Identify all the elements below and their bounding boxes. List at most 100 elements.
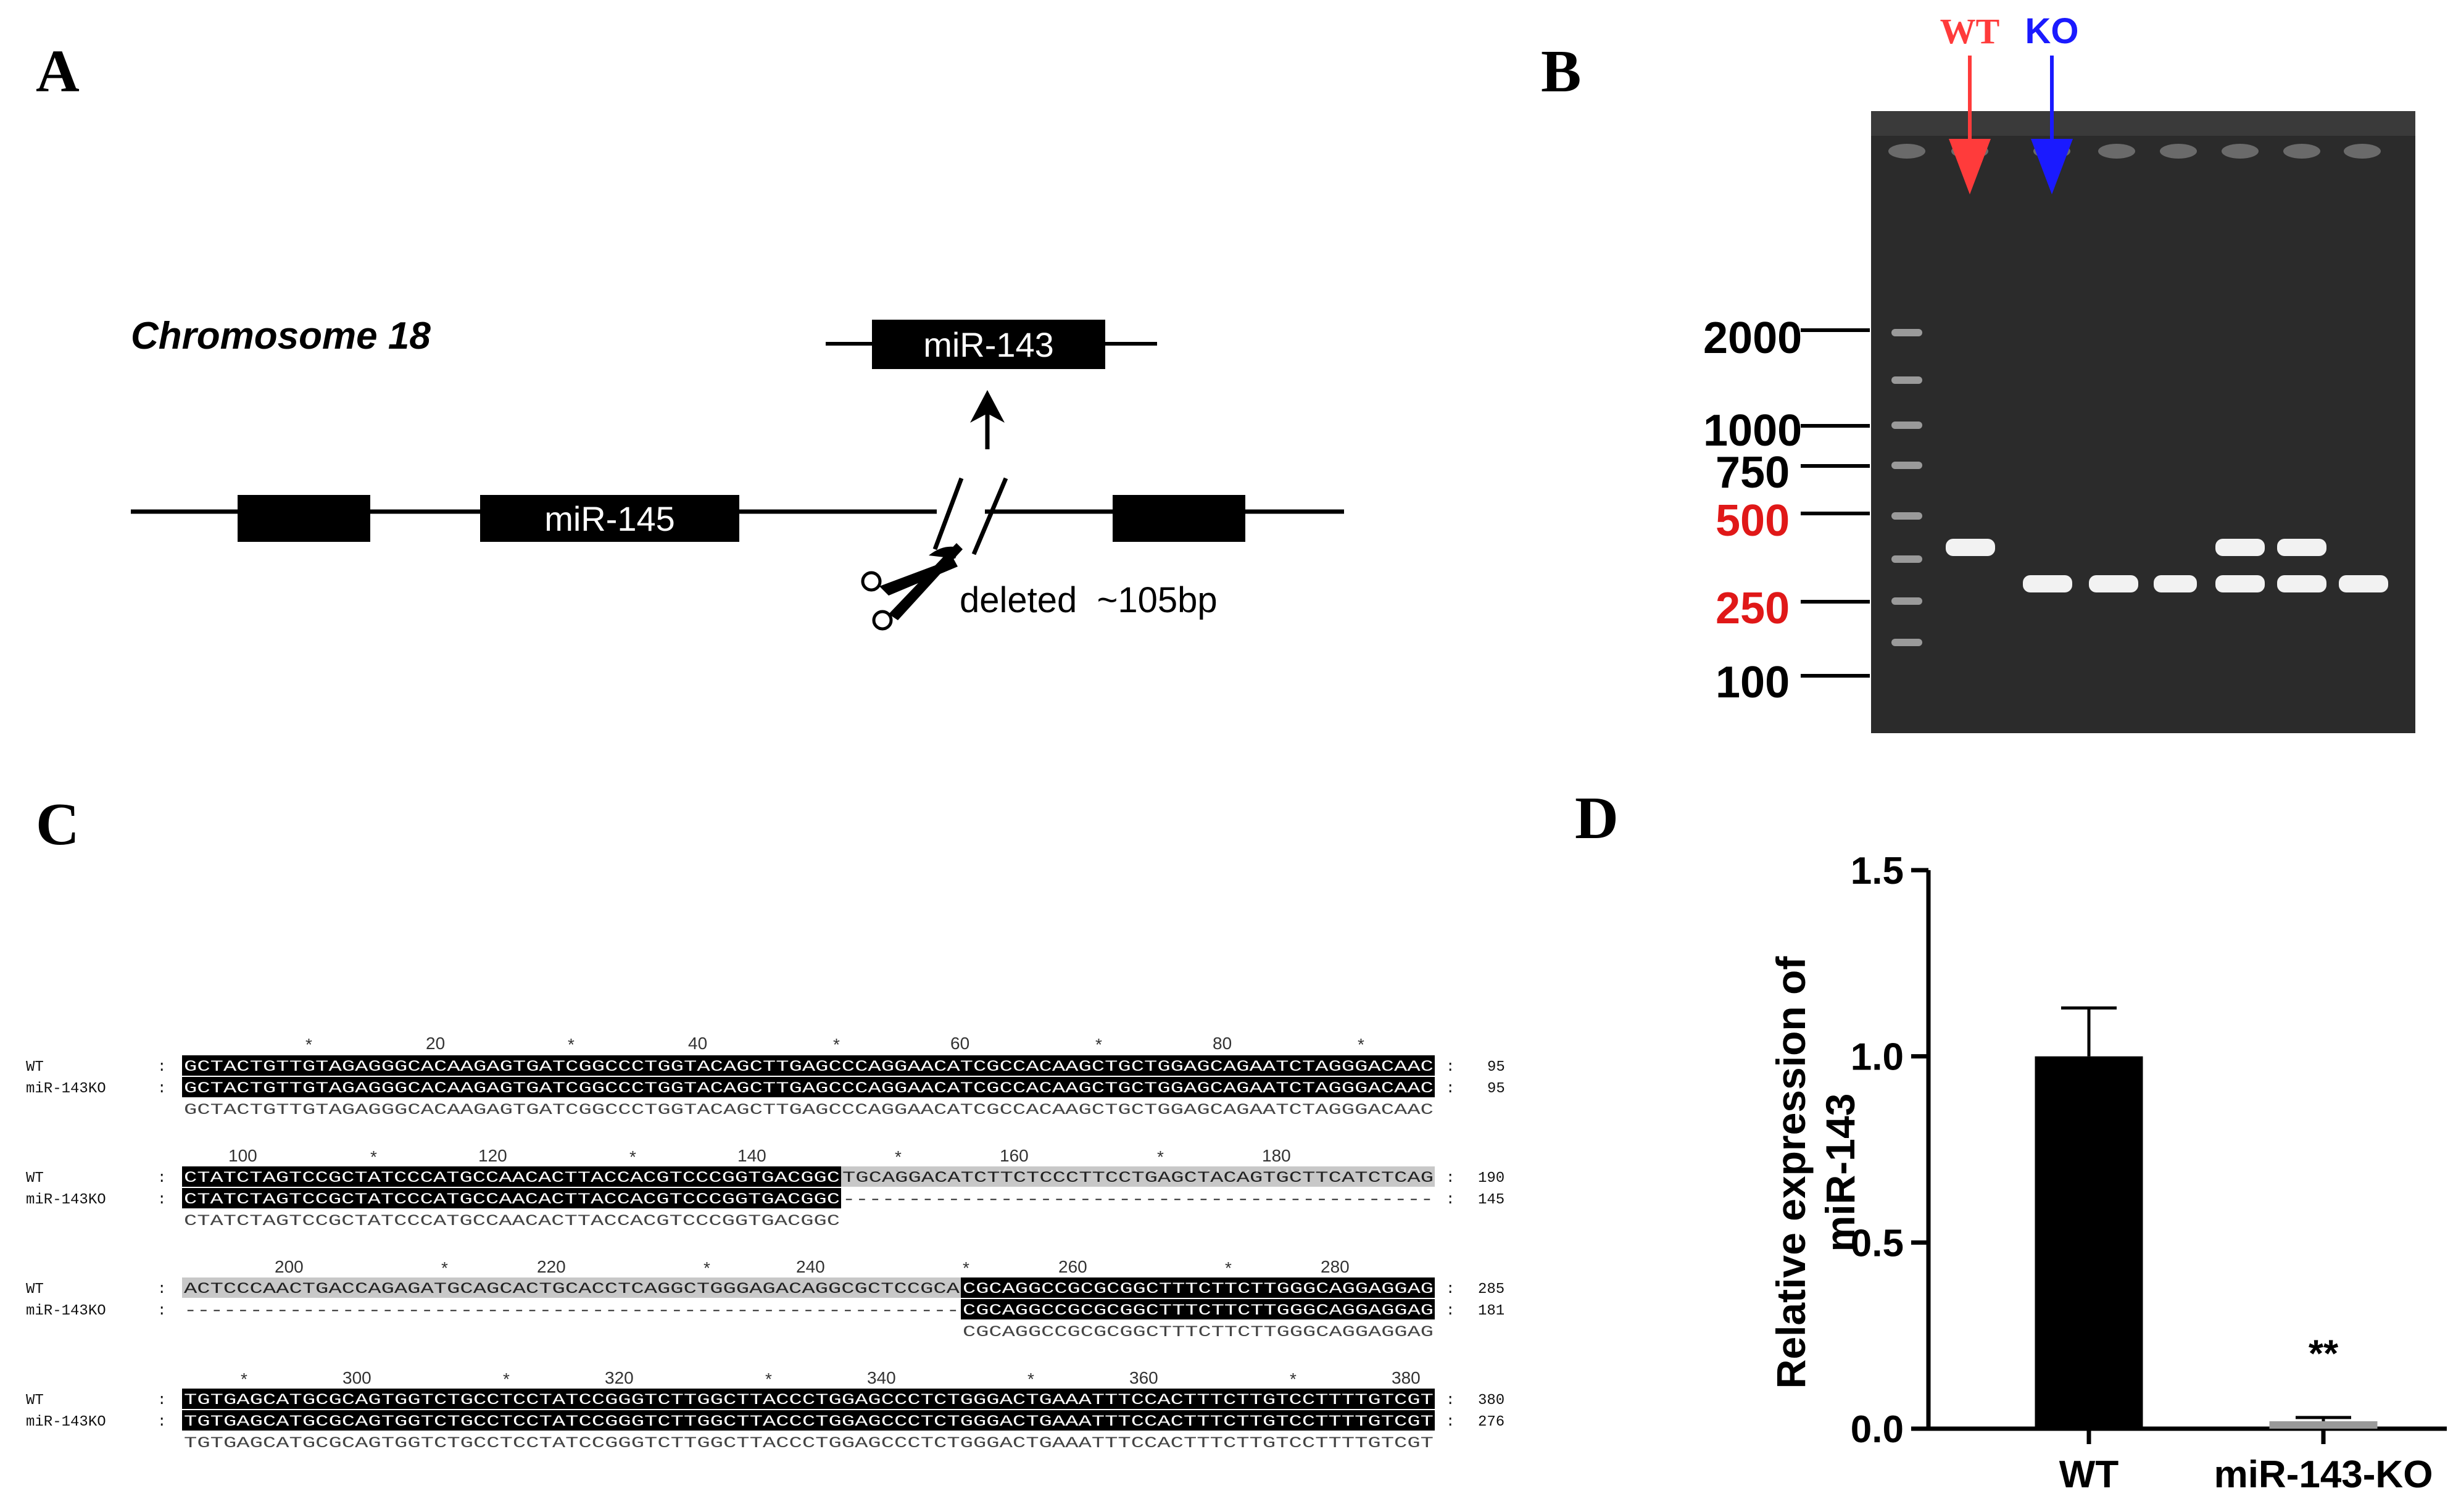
svg-text:*: *: [1225, 1258, 1232, 1277]
y-axis-label: Relative expression of miR-143: [1768, 956, 1863, 1389]
ruler-tick: 40: [688, 1034, 707, 1053]
svg-text:*: *: [305, 1035, 312, 1054]
alignment-block-2: 100 * 120 * 140 * 160 * 180 WT : CTATCTA…: [26, 1146, 1504, 1230]
seq-sep: :: [1446, 1081, 1455, 1097]
svg-text:*: *: [1157, 1147, 1164, 1166]
ladder-label-750: 750: [1716, 448, 1790, 497]
seq-name-ko: miR-143KO: [26, 1414, 106, 1431]
wt-arrow-icon: [1949, 139, 1991, 194]
bar-WT: [2035, 1056, 2143, 1429]
sample-bands: [1946, 539, 2388, 592]
chart-bars: **: [2035, 1006, 2378, 1429]
seq-ko-4: TGTGAGCATGCGCAGTGGTCTGCCTCCTATCCGGGTCTTG…: [184, 1413, 1434, 1431]
seq-end-ko-1: 95: [1487, 1081, 1505, 1097]
seq-end-wt-2: 190: [1478, 1170, 1504, 1187]
seq-highlight: [961, 1299, 1435, 1319]
svg-text:*: *: [963, 1258, 969, 1277]
band-lane5-het-upper: [2215, 539, 2265, 556]
seq-highlight: [182, 1389, 1435, 1409]
seq-highlight: [182, 1077, 1435, 1097]
svg-text:*: *: [441, 1258, 448, 1277]
ladder-ticks: [1801, 328, 1870, 678]
alignment-block-3: 200 * 220 * 240 * 260 * 280 WT : ACTCCCA…: [26, 1257, 1504, 1341]
seq-name-ko: miR-143KO: [26, 1192, 106, 1208]
chart-axes: 0.0 0.5 1.0 1.5 WT miR-143-KO: [1851, 850, 2447, 1496]
seq-highlight: [182, 1188, 841, 1208]
svg-text:*: *: [833, 1035, 840, 1054]
ladder-label-250: 250: [1716, 584, 1790, 633]
seq-name-wt: WT: [26, 1392, 44, 1409]
seq-consensus-4: TGTGAGCATGCGCAGTGGTCTGCCTCCTATCCGGGTCTTG…: [184, 1434, 1434, 1452]
svg-text:*: *: [568, 1035, 575, 1054]
seq-sep: :: [157, 1303, 166, 1319]
panel-label-b: B: [1541, 38, 1582, 105]
arrow-up-icon: [970, 390, 1005, 423]
seq-name-wt: WT: [26, 1170, 44, 1187]
ruler-tick: 20: [426, 1034, 445, 1053]
x-tick-label: WT: [2059, 1453, 2119, 1496]
y-axis-label-line1: Relative expression of: [1768, 956, 1814, 1389]
svg-text:*: *: [1095, 1035, 1102, 1054]
alignment-block-4: * 300 * 320 * 340 * 360 * 380 WT : TGTGA…: [26, 1368, 1504, 1452]
seq-consensus-2: CTATCTAGTCCGCTATCCCATGCCAACACTTACCACGTCC…: [184, 1212, 840, 1230]
seq-end-ko-3: 181: [1478, 1303, 1504, 1319]
seq-sep: :: [1446, 1281, 1455, 1298]
band-lane5-het-lower: [2215, 575, 2265, 592]
seq-sep: :: [157, 1192, 166, 1208]
seq-end-wt-4: 380: [1478, 1392, 1504, 1409]
seq-highlight-deleted: [182, 1277, 961, 1298]
gel-top-edge: [1871, 111, 2415, 136]
ruler-tick: 340: [867, 1368, 896, 1387]
svg-text:*: *: [895, 1147, 902, 1166]
panel-label-a: A: [36, 38, 80, 105]
ruler-tick: 160: [1000, 1146, 1029, 1165]
svg-text:*: *: [1358, 1035, 1364, 1054]
alignment-block-1: * 20 * 40 * 60 * 80 * WT : GCTACTGTTGTAG…: [26, 1034, 1505, 1119]
seq-end-ko-4: 276: [1478, 1414, 1504, 1431]
svg-text:*: *: [370, 1147, 377, 1166]
ruler-tick: 220: [537, 1257, 566, 1276]
ruler-tick: 380: [1392, 1368, 1421, 1387]
seq-end-ko-2: 145: [1478, 1192, 1504, 1208]
seq-sep: :: [1446, 1414, 1455, 1431]
gel-image: [1871, 111, 2415, 733]
significance-label: **: [2309, 1332, 2339, 1375]
scissors-icon: [861, 543, 963, 631]
exon-box-1: [238, 495, 370, 542]
ruler-tick: 120: [478, 1146, 507, 1165]
seq-ko-3a: ----------------------------------------…: [184, 1302, 960, 1319]
ladder-label-2000: 2000: [1703, 314, 1802, 363]
seq-wt-2b: TGCAGGACATCTTCTCCCTTCCTGAGCTACAGTGCTTCAT…: [842, 1169, 1434, 1187]
y-tick-label: 0.0: [1851, 1408, 1904, 1451]
seq-ko-2a: CTATCTAGTCCGCTATCCCATGCCAACACTTACCACGTCC…: [184, 1190, 840, 1208]
seq-sep: :: [157, 1281, 166, 1298]
y-tick-label: 0.5: [1851, 1222, 1904, 1265]
band-lane3-ko: [2089, 575, 2138, 592]
mir145-label: miR-145: [544, 499, 675, 538]
seq-sep: :: [1446, 1170, 1455, 1187]
panel-a-gene-diagram: Chromosome 18 miR-143 miR-145 deleted ~1…: [131, 315, 1344, 631]
seq-wt-4: TGTGAGCATGCGCAGTGGTCTGCCTCCTATCCGGGTCTTG…: [184, 1391, 1434, 1409]
ruler-tick: 80: [1213, 1034, 1232, 1053]
band-lane6-het-lower: [2277, 575, 2326, 592]
panel-label-d: D: [1575, 785, 1619, 852]
band-lane1-wt: [1946, 539, 1995, 556]
seq-highlight: [182, 1055, 1435, 1076]
svg-text:*: *: [1290, 1369, 1297, 1389]
seq-highlight: [182, 1410, 1435, 1431]
seq-consensus-3: CGCAGGCCGCGCGGCTTTCTTCTTGGGCAGGAGGAG: [963, 1323, 1434, 1341]
seq-highlight: [961, 1277, 1435, 1298]
svg-text:*: *: [241, 1369, 247, 1389]
seq-wt-2a: CTATCTAGTCCGCTATCCCATGCCAACACTTACCACGTCC…: [184, 1169, 840, 1187]
seq-ko-2b: ----------------------------------------…: [842, 1190, 1434, 1208]
bar-miR-143-KO: [2269, 1421, 2378, 1429]
seq-sep: :: [1446, 1303, 1455, 1319]
panel-b-gel: WT KO: [1703, 11, 2415, 733]
seq-wt-3b: CGCAGGCCGCGCGGCTTTCTTCTTGGGCAGGAGGAG: [963, 1280, 1434, 1298]
seq-sep: :: [157, 1414, 166, 1431]
ruler-tick: 100: [228, 1146, 257, 1165]
seq-sep: :: [1446, 1392, 1455, 1409]
ko-header: KO: [2025, 11, 2079, 51]
seq-end-wt-1: 95: [1487, 1059, 1505, 1076]
seq-highlight-deleted: [841, 1166, 1435, 1187]
